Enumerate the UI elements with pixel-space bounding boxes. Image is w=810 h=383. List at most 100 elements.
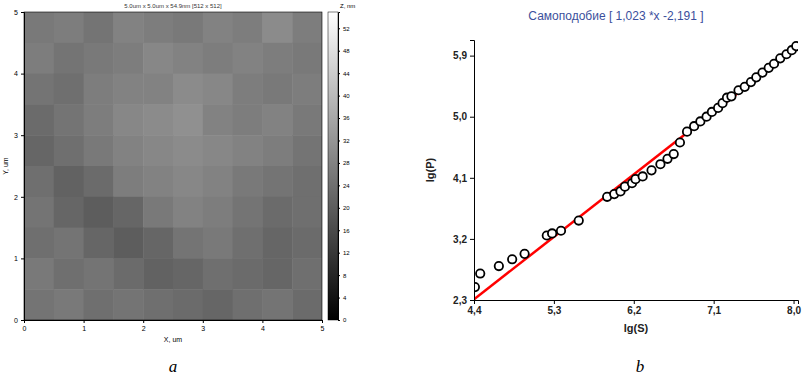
- tick-label: 4,1: [453, 173, 467, 184]
- tick-mark: [470, 239, 474, 240]
- fit-line: [474, 46, 798, 299]
- tick: 4: [261, 320, 265, 332]
- cell: [233, 258, 263, 289]
- tick: 28: [338, 160, 350, 166]
- cell: [143, 289, 173, 320]
- tick-label: 8,0: [787, 305, 801, 316]
- cell: [173, 74, 203, 105]
- tick-mark: [338, 275, 340, 276]
- tick-label: 20: [343, 205, 350, 211]
- cell: [292, 43, 322, 74]
- cell: [262, 197, 292, 228]
- tick-label: 32: [343, 138, 350, 144]
- cell: [113, 166, 143, 197]
- tick-label: 3,2: [453, 234, 467, 245]
- cell: [54, 289, 84, 320]
- tick: 1: [82, 320, 86, 332]
- point: [476, 269, 484, 277]
- cell: [84, 43, 114, 74]
- cell: [84, 289, 114, 320]
- point: [508, 255, 516, 263]
- color-bar-axis-line: [339, 13, 341, 321]
- tick-mark: [338, 298, 340, 299]
- cell: [203, 228, 233, 259]
- cell: [173, 166, 203, 197]
- tick: 5: [321, 320, 325, 332]
- title: Самоподобие [ 1,023 *x -2,191 ]: [528, 9, 703, 23]
- tick-label: 5: [14, 9, 18, 16]
- cell: [24, 12, 54, 43]
- tick-mark: [470, 56, 474, 57]
- cell: [113, 289, 143, 320]
- x-axis-title: lg(S): [624, 322, 649, 334]
- cell: [262, 258, 292, 289]
- x-axis-line: [25, 321, 323, 324]
- point: [495, 262, 503, 270]
- tick: 16: [338, 228, 350, 234]
- cell: [113, 74, 143, 105]
- cell: [84, 12, 114, 43]
- tick-mark: [470, 117, 474, 118]
- tick-label: 5,3: [547, 305, 561, 316]
- tick: 32: [338, 138, 350, 144]
- tick-label: 16: [343, 228, 350, 234]
- tick: 1: [14, 255, 24, 262]
- tick: 4: [14, 70, 24, 77]
- tick-label: 12: [343, 250, 350, 256]
- y-axis: 2,33,24,15,05,9: [453, 41, 474, 306]
- point: [676, 138, 684, 146]
- tick-label: 8: [343, 273, 347, 279]
- tick-mark: [470, 178, 474, 179]
- panel-b: 4,45,36,27,18,02,33,24,15,05,9Самоподоби…: [424, 9, 801, 376]
- tick: 8: [338, 273, 347, 279]
- cell: [54, 197, 84, 228]
- cell: [84, 135, 114, 166]
- tick: 4,1: [453, 173, 474, 184]
- y-axis-line: [21, 13, 25, 321]
- point: [520, 250, 528, 258]
- cell: [292, 166, 322, 197]
- cell: [233, 135, 263, 166]
- cell: [203, 43, 233, 74]
- cell: [233, 289, 263, 320]
- cell: [54, 166, 84, 197]
- plot-frame: [24, 12, 322, 320]
- tick: 7,1: [707, 300, 721, 316]
- tick-mark: [21, 74, 24, 75]
- cell: [143, 197, 173, 228]
- tick-label: 52: [343, 26, 350, 32]
- x-axis-line: [475, 301, 799, 305]
- cell: [113, 104, 143, 135]
- tick: 4: [338, 295, 347, 301]
- tick-mark: [262, 320, 263, 323]
- point: [670, 150, 678, 158]
- tick-mark: [338, 320, 340, 321]
- cell: [203, 74, 233, 105]
- color-bar-axis: 0481216202428323640444852: [338, 13, 350, 324]
- y-axis-title: lg(P): [424, 157, 436, 182]
- cell: [113, 228, 143, 259]
- cell: [24, 104, 54, 135]
- y-axis: 0 1 2 3 4 5: [14, 9, 24, 324]
- tick-mark: [21, 135, 24, 136]
- cell: [54, 228, 84, 259]
- cell: [113, 12, 143, 43]
- tick-label: 5,9: [453, 50, 467, 61]
- cell: [173, 135, 203, 166]
- tick: 8,0: [787, 300, 801, 316]
- cell: [84, 166, 114, 197]
- tick-mark: [338, 28, 340, 29]
- tick: 0: [14, 317, 24, 324]
- cell: [143, 166, 173, 197]
- tick-mark: [84, 320, 85, 323]
- tick-mark: [634, 300, 635, 304]
- cell: [84, 104, 114, 135]
- cell: [203, 166, 233, 197]
- tick-label: 3: [14, 132, 18, 139]
- cell: [143, 12, 173, 43]
- tick: 0: [23, 320, 27, 332]
- tick: 48: [338, 48, 350, 54]
- plot-marks: [474, 42, 798, 299]
- tick-label: 2: [14, 194, 18, 201]
- cell: [54, 43, 84, 74]
